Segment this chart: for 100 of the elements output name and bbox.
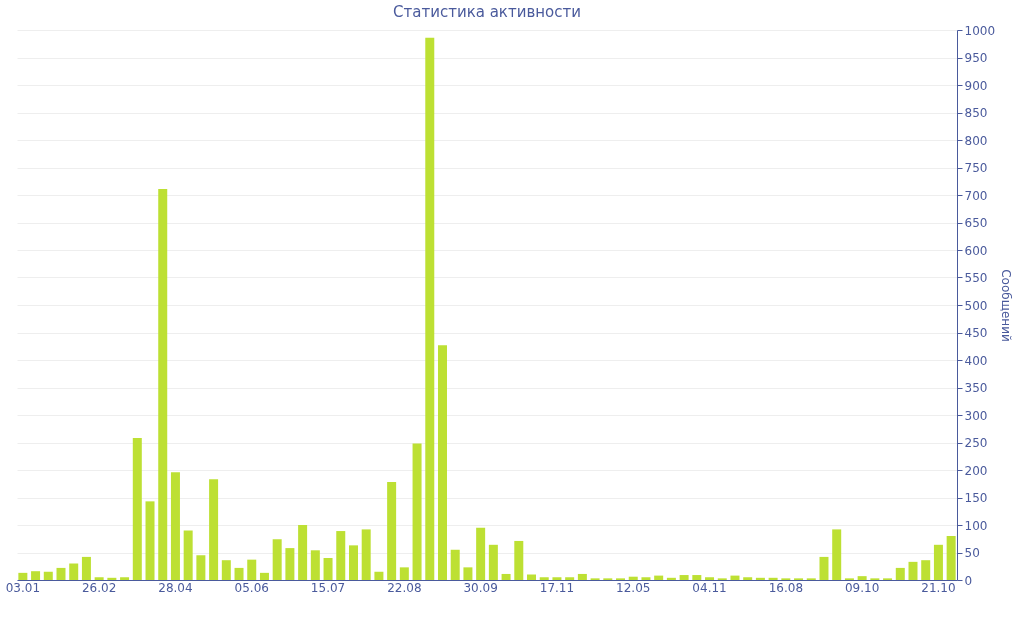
bar xyxy=(679,575,689,580)
bar xyxy=(908,561,918,580)
x-tick-label: 26.02 xyxy=(81,580,117,595)
bar xyxy=(895,567,905,580)
bar xyxy=(209,479,219,580)
bar xyxy=(692,575,702,580)
bar xyxy=(259,572,269,580)
bar xyxy=(145,501,155,580)
y-tick-label: 250 xyxy=(964,436,988,450)
x-tick-label: 28.04 xyxy=(158,580,193,595)
bar xyxy=(527,574,537,580)
y-tick-label: 450 xyxy=(964,326,988,340)
bar xyxy=(641,577,651,580)
bar xyxy=(514,540,524,580)
x-tick-label: 22.08 xyxy=(387,580,422,595)
y-tick-label: 1000 xyxy=(964,23,996,38)
bar xyxy=(450,549,460,580)
bar xyxy=(196,555,206,580)
y-tick-label: 100 xyxy=(964,518,988,533)
bar xyxy=(857,576,867,580)
bar xyxy=(946,536,956,580)
bar xyxy=(552,577,562,580)
bar xyxy=(730,575,740,580)
bar xyxy=(285,548,295,580)
bar xyxy=(399,567,409,580)
bar xyxy=(69,563,79,580)
x-tick-label: 21.10 xyxy=(921,580,956,595)
bar xyxy=(768,577,778,580)
y-tick-label: 600 xyxy=(964,243,988,258)
bar xyxy=(933,544,943,580)
x-tick-label: 03.01 xyxy=(5,580,41,595)
y-axis-title: Сообщений xyxy=(999,269,1014,342)
bar xyxy=(743,577,753,580)
bar xyxy=(539,577,549,580)
bar xyxy=(437,345,447,580)
y-tick-label: 700 xyxy=(964,188,988,203)
bar xyxy=(272,539,282,580)
y-tick-label: 300 xyxy=(964,408,988,423)
bar xyxy=(463,567,473,580)
y-tick-label: 550 xyxy=(964,271,988,285)
bar xyxy=(120,577,130,580)
y-tick-label: 200 xyxy=(964,463,988,478)
x-tick-label: 09.10 xyxy=(844,580,880,595)
y-tick-label: 800 xyxy=(964,133,988,148)
bar xyxy=(94,577,104,580)
y-tick-label: 150 xyxy=(964,491,988,505)
bar xyxy=(247,559,257,580)
x-tick-label: 04.11 xyxy=(692,580,727,595)
bar xyxy=(348,545,358,580)
bar xyxy=(361,529,371,580)
bar xyxy=(107,577,117,580)
bar xyxy=(501,573,511,580)
bar xyxy=(31,571,41,580)
bar xyxy=(705,577,715,580)
x-tick-label: 17.11 xyxy=(539,580,575,595)
bar xyxy=(819,556,829,580)
bar xyxy=(183,530,193,580)
bar xyxy=(628,576,638,580)
y-tick-label: 650 xyxy=(964,216,988,230)
bar xyxy=(387,482,397,580)
bar xyxy=(577,573,587,580)
bar xyxy=(18,572,28,580)
y-tick-label: 900 xyxy=(964,78,988,93)
bar xyxy=(298,525,308,580)
x-tick-label: 05.06 xyxy=(234,580,269,595)
bar xyxy=(654,575,664,580)
x-tick-label: 15.07 xyxy=(310,580,346,595)
bar xyxy=(488,544,498,580)
y-tick-label: 950 xyxy=(964,51,988,65)
bar xyxy=(43,571,53,580)
y-tick-label: 50 xyxy=(964,546,980,560)
x-tick-label: 30.09 xyxy=(463,580,498,595)
bar xyxy=(158,188,168,580)
y-tick-label: 500 xyxy=(964,298,988,313)
bar xyxy=(425,37,435,580)
bar xyxy=(81,556,91,580)
y-tick-label: 400 xyxy=(964,353,988,368)
y-tick-label: 350 xyxy=(964,381,988,395)
bar xyxy=(565,577,575,580)
bar xyxy=(132,438,142,580)
bar xyxy=(170,472,180,580)
bar xyxy=(476,527,486,580)
bar xyxy=(412,443,422,580)
bar xyxy=(56,567,66,580)
bar xyxy=(755,577,765,580)
bar xyxy=(832,529,842,580)
bar xyxy=(310,550,320,580)
bar xyxy=(921,560,931,580)
y-tick-label: 850 xyxy=(964,106,988,120)
y-tick-label: 750 xyxy=(964,161,988,175)
y-tick-label: 0 xyxy=(964,573,973,588)
x-tick-label: 12.05 xyxy=(616,580,651,595)
x-tick-label: 16.08 xyxy=(768,580,804,595)
bar xyxy=(323,558,333,580)
bar xyxy=(666,577,676,580)
bar xyxy=(336,531,346,580)
chart-title: Статистика активности xyxy=(393,3,581,21)
bar xyxy=(221,560,231,580)
bar xyxy=(234,567,244,580)
bar xyxy=(374,571,384,580)
